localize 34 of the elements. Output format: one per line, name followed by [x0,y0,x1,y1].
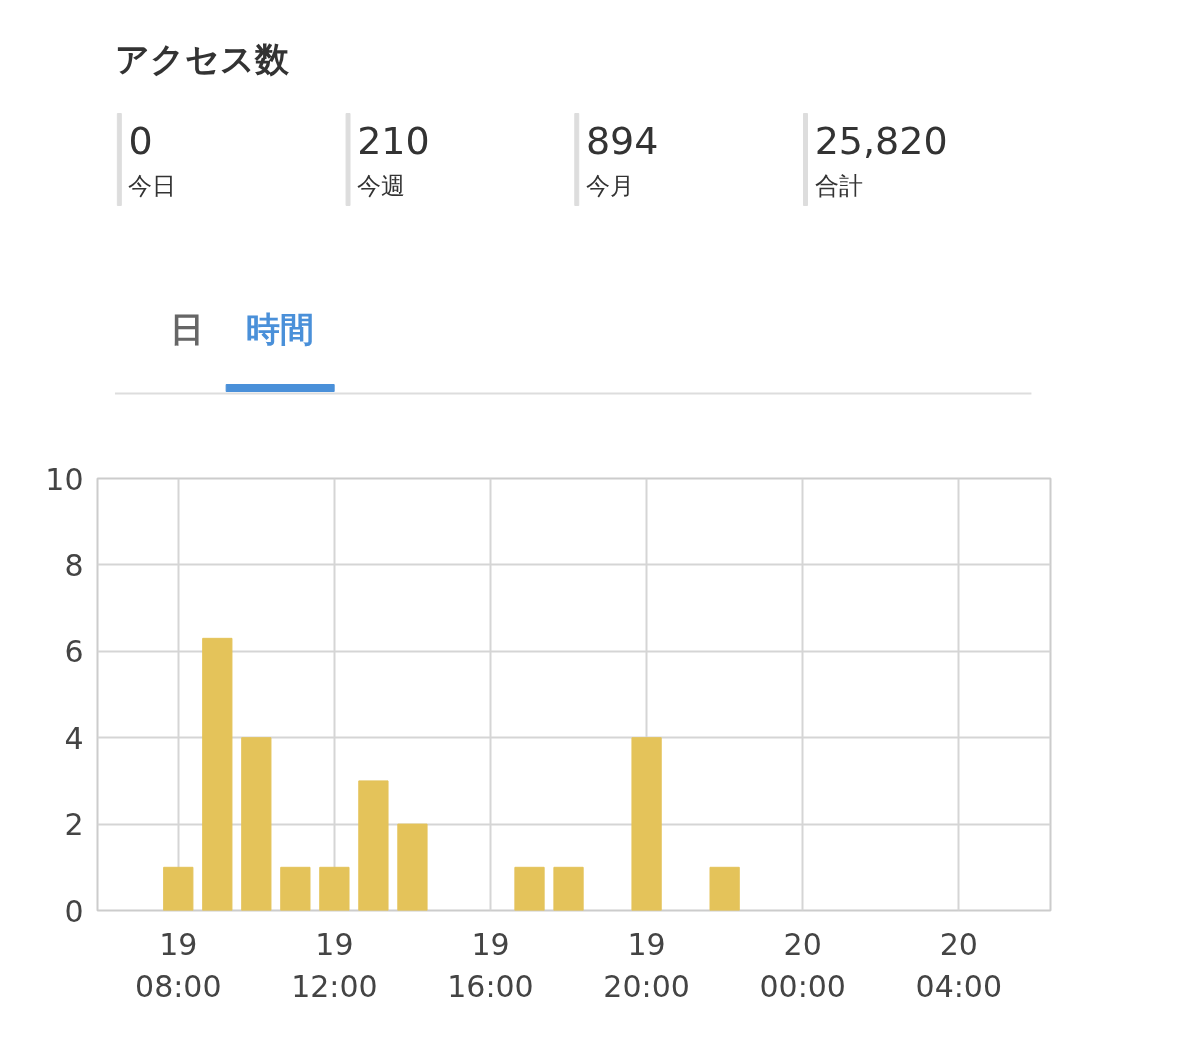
data-label: 894 [585,119,659,163]
x-tick-label: 19 08:00 [135,926,222,1004]
y-tick-label: 4 [64,720,84,756]
y-tick-label: 6 [64,634,84,670]
x-tick-label: 20 00:00 [759,926,846,1004]
x-tick-label: 19 12:00 [291,926,378,1004]
category-label: 今月 [585,171,634,200]
text: 日 [170,308,205,349]
bar [241,737,272,911]
data-label: 25,820 [814,119,948,163]
y-tick-label: 8 [64,547,84,583]
text: アクセス数 [114,38,290,79]
x-tick-label: 20 04:00 [915,926,1003,1004]
x-tick-label: 19 20:00 [603,926,690,1004]
category-label: 今日 [128,171,177,200]
y-tick-label: 10 [45,461,84,497]
bar [397,823,428,911]
bar [280,866,311,911]
text: 時間 [246,308,315,349]
bar [319,866,350,911]
bar [631,737,662,911]
category-label: 今週 [357,171,406,200]
data-label: 0 [128,119,153,163]
bar [553,866,584,911]
data-label: 210 [357,119,430,163]
y-tick-label: 0 [64,893,84,929]
y-tick-label: 2 [64,807,84,843]
bar [163,866,194,911]
bar [202,637,233,911]
bar [358,780,389,911]
bar [514,866,545,911]
bar [709,866,740,911]
category-label: 合計 [814,171,863,200]
x-tick-label: 19 16:00 [447,926,534,1004]
